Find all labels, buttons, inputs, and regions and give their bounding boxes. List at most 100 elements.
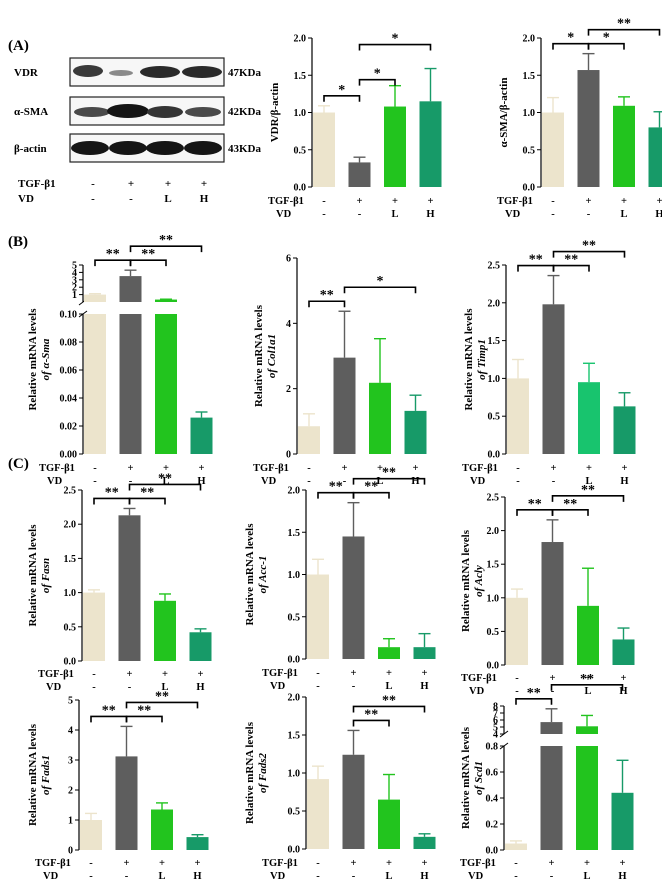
treatment-mark: - [322,196,326,207]
bar [378,647,400,659]
y-tick-label: 2.5 [488,261,501,272]
significance-label: ** [140,485,154,500]
treatment-mark: + [586,463,592,474]
significance-bracket [352,705,426,713]
y-tick-label: 0.5 [288,807,301,818]
y-tick-label: 4 [493,730,498,741]
band [73,65,103,77]
y-tick-label: 2.0 [488,298,501,309]
treatment-mark: - [92,682,96,693]
blot-size-label: 43KDa [228,143,262,155]
bar [576,746,598,850]
band [74,107,110,117]
y-tick-label: 0.5 [294,145,307,156]
bar [186,837,209,850]
treatment-label-vd: VD [276,209,292,220]
treatment-mark: + [357,196,363,207]
treatment-mark: + [549,858,555,869]
bar [577,70,600,187]
significance-bracket [358,78,396,86]
y-axis-label-gene: of Scd1 [473,761,485,795]
bar [611,792,634,850]
treatment-mark: H [411,476,419,487]
y-tick-label: 1.0 [523,108,536,119]
y-tick-label: 0.2 [486,820,499,831]
y-tick-label: 0.10 [60,310,78,321]
y-tick-label: 1 [68,816,73,827]
bar [576,726,598,734]
treatment-label-tgf: TGF-β1 [268,196,304,207]
y-axis-label-gene: of Fasn [40,558,52,593]
bar [342,754,365,849]
y-tick-label: 1.5 [487,560,500,571]
chart-fads1: 0 1 2 3 4 5 ** ** ** Relative mRNA levels of Fads1… [27,689,209,882]
y-tick-label: 1.0 [64,588,77,599]
significance-bracket [587,42,625,50]
treatment-mark: L [585,476,592,487]
treatment-mark: + [198,669,204,680]
y-tick-label: 1.5 [288,731,301,742]
significance-label: ** [158,471,172,486]
bar [80,820,102,850]
bar [384,106,406,187]
band [71,141,109,155]
y-tick-label: 2 [68,786,73,797]
treatment-mark: + [584,858,590,869]
treatment-mark: + [586,196,592,207]
band [140,66,180,78]
panel-letter-b: (B) [8,234,28,250]
treatment-mark: - [516,463,520,474]
treatment-label-tgf: TGF-β1 [497,196,533,207]
significance-label: ** [529,253,543,268]
significance-label: ** [364,707,378,722]
treatment-mark: L [385,871,392,882]
y-tick-label: 6 [286,254,291,265]
significance-label: * [392,32,399,47]
y-tick-label: 0.6 [486,768,499,779]
y-tick-label: 0.0 [487,661,500,672]
significance-label: * [567,31,574,46]
y-tick-label: 0.8 [486,742,499,753]
treatment-label-tgf: TGF-β1 [262,858,298,869]
bar [541,542,564,665]
y-tick-label: 5 [68,696,73,707]
y-tick-label: 0.06 [60,366,78,377]
y-tick-label: 8 [493,702,498,713]
band [109,70,133,76]
treatment-mark: - [587,209,591,220]
treatment-mark: - [128,682,132,693]
treatment-mark: + [550,673,556,684]
y-axis-label: VDR/β-actin [269,83,281,143]
y-tick-label: 1.5 [523,71,536,82]
significance-label: ** [155,689,169,704]
y-tick-label: 0.0 [288,655,301,666]
significance-bracket [125,715,163,723]
y-tick-label: 6 [493,716,498,727]
blot-mark: L [164,193,171,205]
treatment-mark: - [515,686,519,697]
treatment-mark: + [386,858,392,869]
y-tick-label: 2.5 [64,486,77,497]
y-axis-label: Relative mRNA levels [460,529,472,632]
y-tick-label: 1.0 [487,593,500,604]
treatment-mark: - [352,871,356,882]
y-axis-label-gene: of Col1a1 [266,334,278,378]
band [146,141,184,155]
significance-bracket [352,477,426,485]
significance-bracket [552,264,590,272]
bar [84,314,106,454]
y-tick-label: 0.02 [60,422,78,433]
treatment-mark: H [420,871,428,882]
bar [612,639,635,665]
bar [84,294,106,302]
blot-protein-label: β-actin [14,143,47,155]
significance-bracket [358,43,432,51]
treatment-mark: - [125,871,129,882]
significance-bracket [128,483,202,491]
y-axis-label-gene: of Acly [473,565,485,597]
treatment-mark: - [93,463,97,474]
blot-protein-label: VDR [14,67,39,79]
